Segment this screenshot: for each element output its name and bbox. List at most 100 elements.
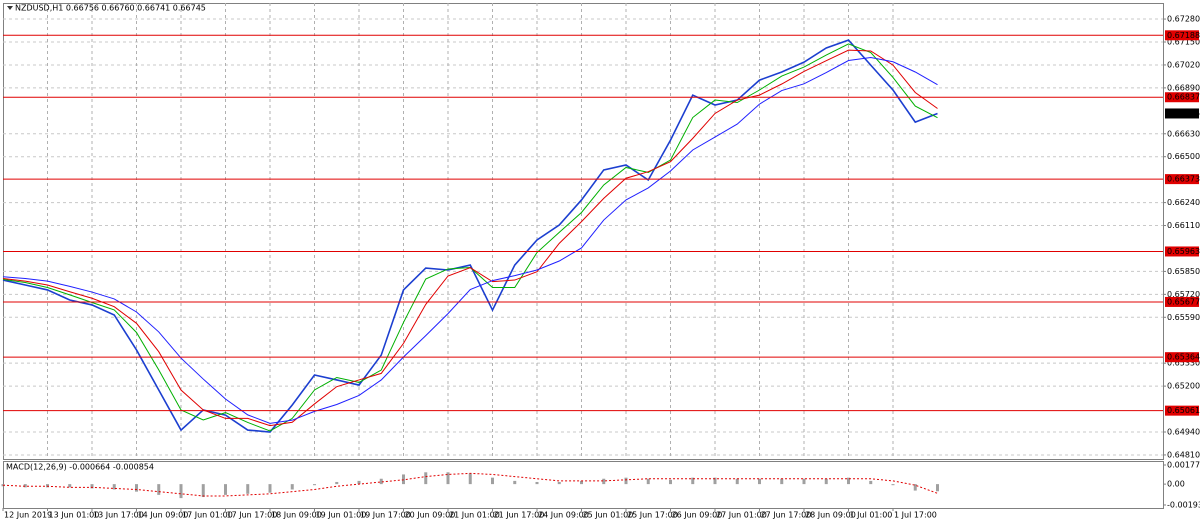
last-price-label: 0.66745	[1167, 109, 1200, 118]
level-label: 0.65364	[1167, 353, 1200, 362]
macd-bar	[23, 484, 27, 488]
macd-bar	[735, 478, 739, 485]
macd-bar	[290, 484, 294, 490]
x-tick-label: 28 Jun 09:00	[805, 511, 856, 520]
macd-bar	[713, 477, 717, 485]
y-tick-label: 0.65850	[1167, 267, 1200, 276]
level-label: 0.66837	[1167, 93, 1200, 102]
macd-bar	[669, 479, 672, 485]
y-tick-label: -0.001939	[1167, 500, 1200, 509]
x-tick-label: 25 Jun 17:00	[627, 511, 678, 520]
y-tick-label: 0.00	[1167, 480, 1185, 489]
x-tick-label: 1 Jul 17:00	[894, 511, 937, 520]
x-tick-label: 20 Jun 09:00	[405, 511, 456, 520]
last-price-box	[1165, 108, 1199, 119]
macd-bar	[936, 484, 939, 492]
macd-bar	[446, 472, 450, 485]
macd-bar	[157, 484, 161, 495]
macd-bar	[313, 484, 316, 486]
macd-bar	[780, 478, 784, 485]
main-frame	[3, 3, 1164, 460]
level-label: 0.65963	[1167, 247, 1200, 256]
macd-bar	[824, 478, 828, 485]
x-tick-label: 13 Jun 01:00	[49, 511, 100, 520]
x-tick-label: 24 Jun 09:00	[538, 511, 589, 520]
macd-bar	[379, 478, 383, 485]
macd-bar	[491, 477, 494, 485]
macd-bar	[557, 481, 561, 485]
y-tick-label: 0.66500	[1167, 152, 1200, 161]
y-tick-label: 0.65330	[1167, 359, 1200, 368]
x-tick-label: 27 Jun 17:00	[761, 511, 812, 520]
y-tick-label: 0.65200	[1167, 382, 1200, 391]
macd-bar	[1, 484, 5, 487]
label-layer: 0.67280 0.67150 0.67020 0.66890 0.66630 0.665…	[4, 15, 1200, 520]
macd-bar	[869, 480, 873, 485]
macd-bar	[335, 481, 339, 485]
x-tick-label: 12 Jun 2019	[4, 511, 52, 520]
x-tick-label: 19 Jun 17:00	[360, 511, 411, 520]
y-tick-label: 0.67020	[1167, 60, 1200, 69]
x-tick-label: 17 Jun 17:00	[227, 511, 278, 520]
level-label-box	[1165, 405, 1199, 416]
macd-bar	[802, 478, 806, 485]
x-tick-label: 1 Jul 01:00	[850, 511, 893, 520]
macd-bar	[691, 477, 695, 485]
level-label-box	[1165, 92, 1199, 103]
macd-bar	[891, 484, 895, 486]
y-tick-label: 0.64940	[1167, 428, 1200, 437]
y-tick-label: 0.66240	[1167, 198, 1200, 207]
macd-bar	[224, 484, 227, 495]
macd-bar	[646, 478, 650, 485]
y-tick-label: 0.66890	[1167, 83, 1200, 92]
level-label-box	[1165, 174, 1199, 185]
y-tick-label: 0.001779	[1167, 460, 1200, 469]
grid-layer	[2, 3, 1166, 511]
macd-bar	[46, 484, 49, 488]
macd-bar	[602, 478, 606, 485]
macd-bar	[268, 484, 272, 493]
macd-bar	[624, 477, 628, 485]
macd-bar	[68, 484, 72, 488]
y-tick-label: 0.67280	[1167, 15, 1200, 24]
macd-bar	[402, 474, 405, 485]
macd-bar	[913, 484, 917, 491]
x-tick-label: 18 Jun 09:00	[271, 511, 322, 520]
macd-bar	[357, 480, 361, 485]
macd-bar	[246, 484, 250, 494]
y-tick-label: 0.66110	[1167, 221, 1200, 230]
y-tick-label: 0.67150	[1167, 38, 1200, 47]
data-layer	[1, 34, 1163, 499]
x-tick-label: 13 Jun 17:00	[93, 511, 144, 520]
x-tick-label: 27 Jun 01:00	[716, 511, 767, 520]
macd-bar	[179, 484, 183, 499]
y-tick-label: 0.65590	[1167, 313, 1200, 322]
x-tick-label: 14 Jun 09:00	[138, 511, 189, 520]
level-label-box	[1165, 30, 1199, 41]
macd-bar	[112, 484, 116, 490]
level-label: 0.65061	[1167, 406, 1200, 415]
x-tick-label: 25 Jun 01:00	[583, 511, 634, 520]
macd-bar	[90, 484, 94, 489]
chart-title: NZDUSD,H1 0.66756 0.66760 0.66741 0.6674…	[15, 4, 206, 13]
level-label: 0.66373	[1167, 175, 1200, 184]
level-label-box	[1165, 246, 1199, 257]
x-tick-label: 26 Jun 09:00	[672, 511, 723, 520]
macd-bar	[424, 472, 428, 485]
x-tick-label: 21 Jun 17:00	[494, 511, 545, 520]
level-label: 0.65677	[1167, 297, 1200, 306]
x-tick-label: 19 Jun 01:00	[316, 511, 367, 520]
macd-bar	[580, 480, 583, 485]
macd-bar	[513, 480, 517, 485]
moving-average	[2, 57, 938, 424]
macd-title: MACD(12,26,9) -0.000664 -0.000854	[6, 463, 154, 472]
macd-bar	[468, 473, 472, 485]
level-label-box	[1165, 352, 1199, 363]
x-tick-label: 17 Jun 01:00	[182, 511, 233, 520]
moving-average	[2, 49, 938, 427]
level-label: 0.67188	[1167, 31, 1200, 40]
price-line	[2, 39, 938, 433]
y-tick-label: 0.64810	[1167, 450, 1200, 459]
